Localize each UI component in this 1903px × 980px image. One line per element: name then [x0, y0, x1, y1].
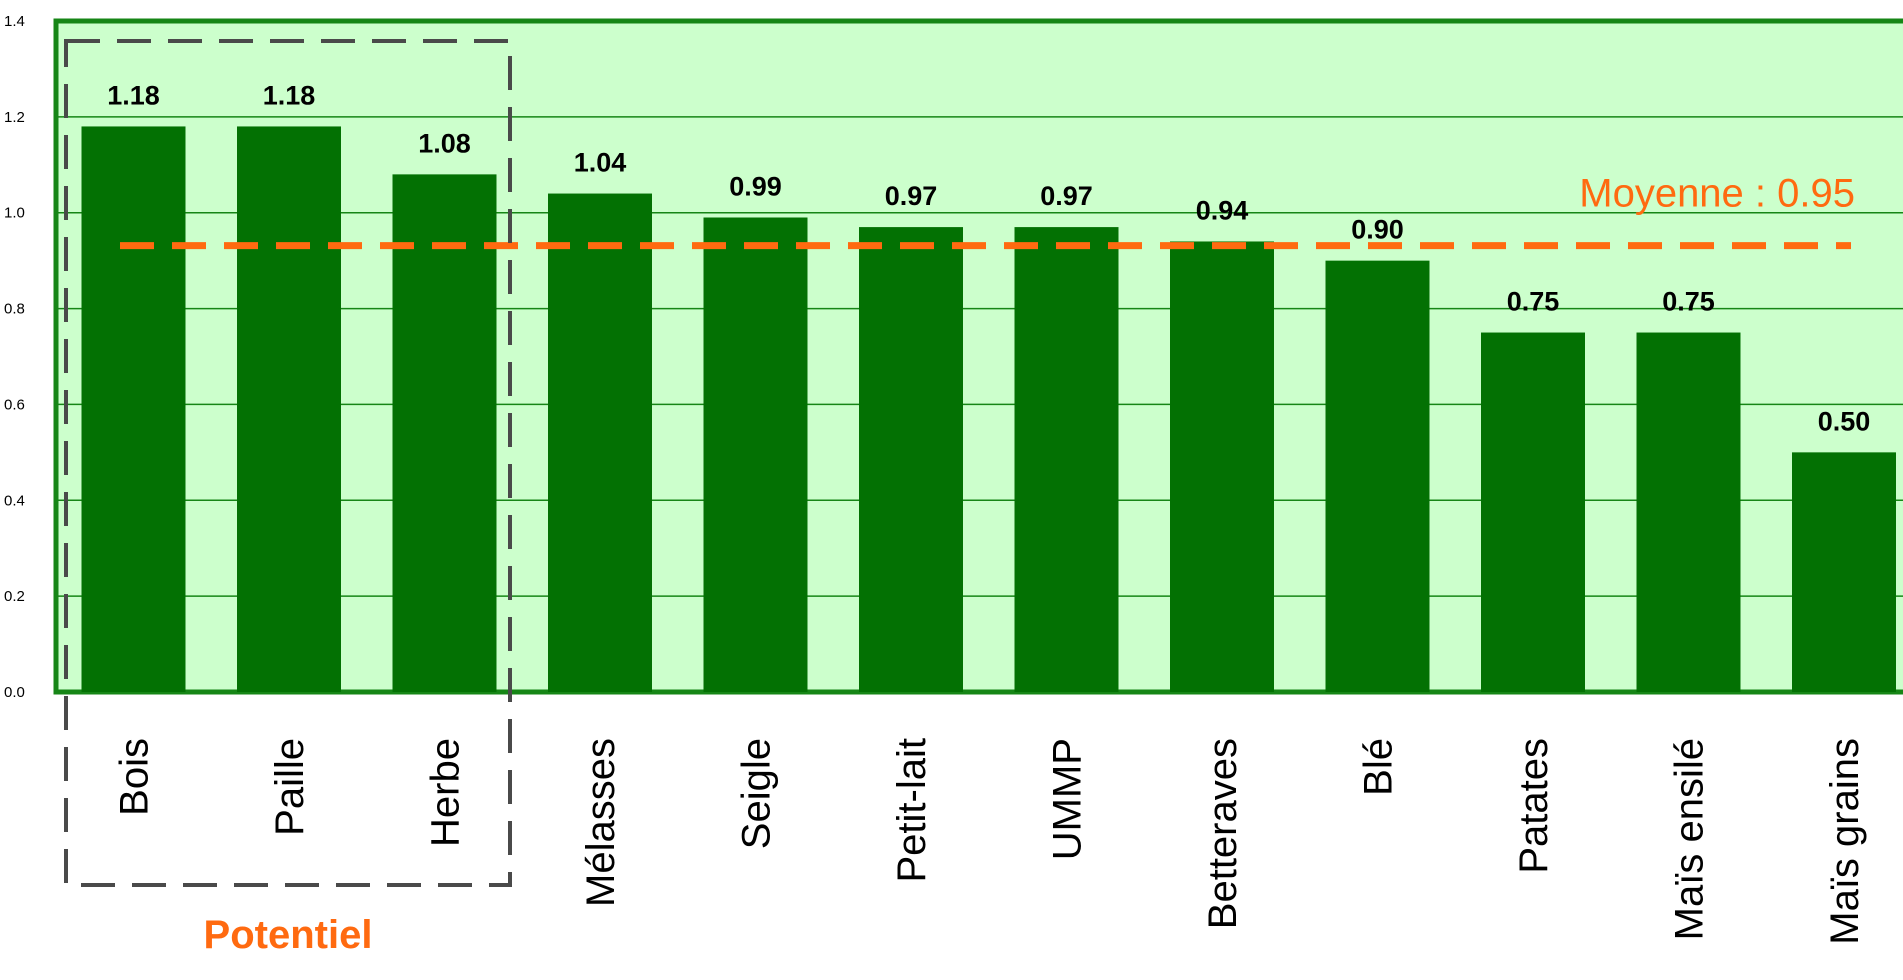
- x-axis-labels: Bois Paille Herbe Mélasses Seigle Petit-lait U…: [113, 738, 1868, 945]
- x-tick-label: Bois: [113, 738, 157, 816]
- x-tick-label: Herbe: [424, 738, 468, 847]
- group-box-potentiel: [64, 39, 512, 887]
- bar-9: [1325, 260, 1430, 692]
- x-tick-label: Maïs grains: [1823, 738, 1867, 945]
- value-label: 1.08: [418, 128, 471, 158]
- mean-label: Moyenne : 0.95: [1579, 172, 1855, 216]
- y-tick-label: 0.0: [4, 684, 25, 701]
- bars: [81, 126, 1896, 693]
- bar-2: [237, 126, 341, 692]
- x-tick-label: Blé: [1357, 738, 1401, 796]
- x-tick-label: Patates: [1512, 738, 1556, 874]
- y-axis-ticks: 0.0 0.2 0.4 0.6 0.8 1.0 1.2 1.4: [4, 13, 25, 701]
- value-label: 1.18: [263, 80, 316, 110]
- y-tick-label: 1.0: [4, 205, 25, 222]
- bar-4: [548, 193, 652, 693]
- value-label: 0.94: [1196, 195, 1249, 225]
- value-label: 1.18: [107, 80, 160, 110]
- value-label: 0.50: [1818, 406, 1871, 436]
- bar-7: [1014, 227, 1119, 693]
- x-tick-label: Seigle: [735, 738, 779, 849]
- value-label: 0.90: [1351, 215, 1404, 245]
- bar-5: [703, 217, 808, 692]
- bar-11: [1636, 332, 1741, 692]
- value-labels: 1.18 1.18 1.08 1.04 0.99 0.97 0.97 0.94 0.90 0.75…: [107, 80, 1870, 436]
- value-label: 0.75: [1662, 287, 1715, 317]
- bar-12: [1792, 452, 1896, 692]
- value-label: 0.97: [885, 181, 938, 211]
- value-label: 1.04: [574, 148, 627, 178]
- value-label: 0.99: [729, 172, 782, 202]
- bar-10: [1481, 332, 1585, 692]
- bar-1: [81, 126, 186, 692]
- y-tick-label: 1.4: [4, 13, 25, 30]
- x-tick-label: Maïs ensilé: [1668, 738, 1712, 940]
- x-tick-label: Petit-lait: [890, 738, 934, 883]
- y-tick-label: 1.2: [4, 109, 25, 126]
- y-tick-label: 0.2: [4, 588, 25, 605]
- y-tick-label: 0.6: [4, 396, 25, 413]
- x-tick-label: UMMP: [1046, 738, 1090, 860]
- x-tick-label: Paille: [268, 738, 312, 836]
- value-label: 0.75: [1507, 287, 1560, 317]
- bar-3: [392, 174, 497, 692]
- gridlines: [56, 116, 1903, 694]
- y-tick-label: 0.8: [4, 301, 25, 318]
- bar-8: [1170, 241, 1274, 692]
- x-tick-label: Mélasses: [579, 738, 623, 907]
- value-label: 0.97: [1040, 181, 1093, 211]
- plot-area: [53, 18, 1903, 695]
- y-tick-label: 0.4: [4, 492, 25, 509]
- bar-6: [859, 227, 963, 693]
- x-tick-label: Betteraves: [1201, 738, 1245, 929]
- group-label-potentiel: Potentiel: [204, 913, 373, 957]
